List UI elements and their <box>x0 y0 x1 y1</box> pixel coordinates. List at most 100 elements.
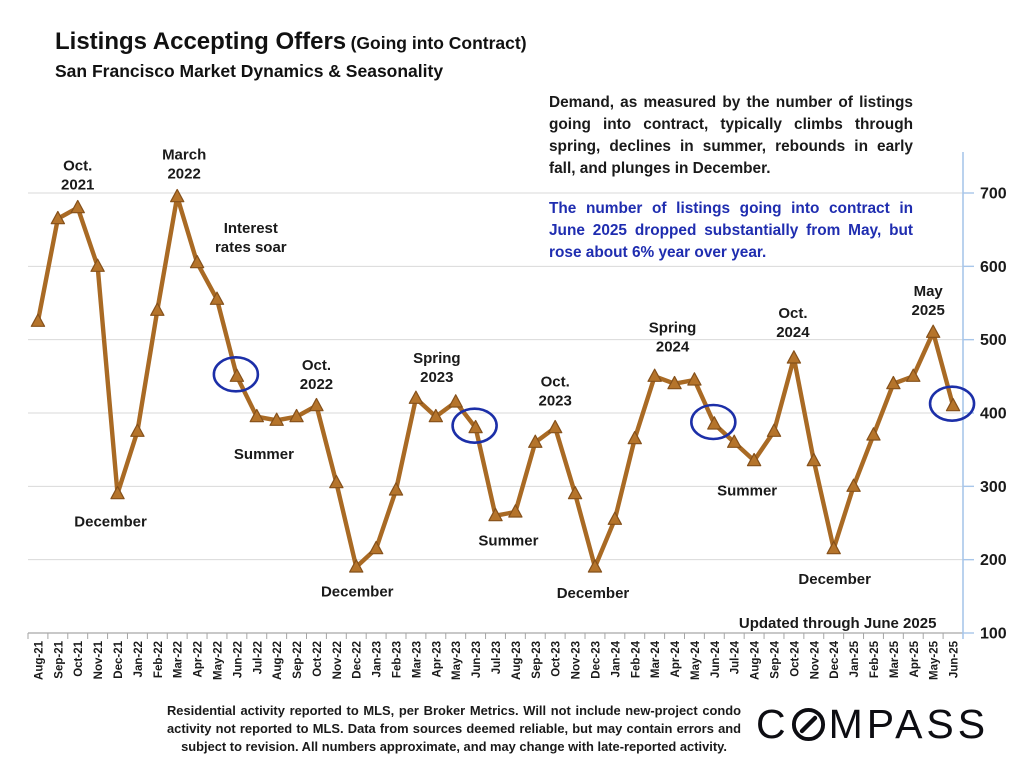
x-axis-label: Jan-24 <box>610 640 622 677</box>
x-axis-label: Dec-21 <box>113 640 125 678</box>
x-axis-label: Oct-21 <box>73 640 85 676</box>
x-axis-label: Dec-24 <box>829 640 841 678</box>
data-point-marker <box>607 511 623 525</box>
x-axis-label: Apr-25 <box>909 640 921 677</box>
data-point-marker <box>826 540 841 555</box>
chart-annotation: Summer <box>234 446 294 463</box>
highlight-circle <box>690 403 737 441</box>
data-point-marker <box>368 540 384 555</box>
data-point-marker <box>508 504 523 518</box>
chart-annotation: Updated through June 2025 <box>739 615 937 632</box>
data-point-marker <box>547 419 563 434</box>
chart-annotation: Interest rates soar <box>215 220 287 256</box>
data-point-marker <box>727 434 742 448</box>
data-point-marker <box>428 408 444 423</box>
commentary-paragraph: Demand, as measured by the number of lis… <box>549 94 913 178</box>
compass-logo-letters: MPASS <box>828 700 990 747</box>
data-point-marker <box>309 397 324 412</box>
data-point-marker <box>269 412 284 426</box>
x-axis-label: Jul-22 <box>252 641 264 674</box>
data-point-marker <box>866 427 881 441</box>
x-axis-label: Jan-23 <box>372 641 384 677</box>
data-point-marker <box>687 372 702 386</box>
highlight-circle <box>212 356 260 393</box>
y-axis-label: 100 <box>980 626 1007 643</box>
title-block: Listings Accepting Offers (Going into Co… <box>55 28 527 82</box>
data-point-marker <box>587 559 603 573</box>
x-axis-label: Feb-25 <box>869 640 881 678</box>
x-axis-label: Sep-24 <box>770 640 782 678</box>
data-point-marker <box>189 254 205 269</box>
data-point-marker <box>627 430 642 445</box>
highlight-paragraph: The number of listings going into contra… <box>549 200 913 262</box>
x-axis-label: Dec-22 <box>352 641 364 679</box>
data-point-marker <box>329 474 344 489</box>
data-point-marker <box>528 434 543 448</box>
data-point-marker <box>806 452 821 467</box>
data-point-marker <box>906 368 921 382</box>
x-axis-label: Jun-25 <box>949 640 961 678</box>
x-axis-label: Apr-24 <box>670 640 682 677</box>
chart-annotation: Oct. 2022 <box>300 357 333 393</box>
x-axis-label: Jun-22 <box>232 641 244 678</box>
page-title-paren: (Going into Contract) <box>350 33 527 53</box>
x-axis-label: Sep-22 <box>292 641 304 679</box>
data-point-marker <box>289 408 304 423</box>
chart-annotation: Summer <box>478 532 538 549</box>
data-point-marker <box>130 423 145 437</box>
data-point-marker <box>209 291 225 305</box>
data-point-marker <box>945 397 961 412</box>
chart-annotation: Spring 2023 <box>413 350 461 386</box>
data-point-marker <box>50 210 66 225</box>
data-point-marker <box>349 559 364 573</box>
x-axis-label: Aug-21 <box>33 640 45 680</box>
x-axis-label: Mar-24 <box>650 640 662 678</box>
x-axis-label: Nov-21 <box>93 640 105 679</box>
x-axis-label: Jan-25 <box>849 640 861 677</box>
y-axis-label: 300 <box>980 479 1007 496</box>
data-point-marker <box>925 324 941 338</box>
x-axis-label: Oct-23 <box>551 641 563 677</box>
x-axis-label: Nov-23 <box>571 641 583 679</box>
chart-annotation: May 2025 <box>911 283 944 319</box>
compass-logo: C MPASS <box>756 701 989 747</box>
y-axis-label: 400 <box>980 406 1007 423</box>
chart-annotation: Oct. 2021 <box>61 158 94 194</box>
data-point-marker <box>786 350 802 364</box>
chart-annotation: December <box>557 585 630 602</box>
data-point-marker <box>667 375 682 390</box>
x-axis-label: Mar-22 <box>173 641 185 678</box>
x-axis-label: Mar-25 <box>889 640 901 678</box>
disclaimer-text: Residential activity reported to MLS, pe… <box>167 703 741 754</box>
x-axis-label: Jul-23 <box>491 641 503 674</box>
data-point-marker <box>766 423 782 437</box>
data-point-marker <box>150 302 165 316</box>
x-axis-label: Mar-23 <box>411 641 423 678</box>
x-axis-label: May-25 <box>929 640 941 680</box>
y-axis-label: 500 <box>980 332 1007 349</box>
x-axis-label: Nov-24 <box>809 640 821 679</box>
x-axis-label: Feb-23 <box>392 641 404 678</box>
chart-annotation: December <box>321 584 394 601</box>
data-point-marker <box>229 368 245 382</box>
x-axis-label: May-24 <box>690 640 702 680</box>
data-point-marker <box>468 419 483 434</box>
data-point-marker <box>408 390 424 404</box>
data-point-marker <box>249 408 264 423</box>
x-axis-label: Feb-24 <box>630 640 642 678</box>
data-point-marker <box>746 452 762 467</box>
data-point-marker <box>488 507 503 522</box>
data-point-marker <box>886 375 901 390</box>
x-axis-label: Aug-24 <box>750 640 762 680</box>
x-axis-label: Oct-22 <box>312 641 324 677</box>
data-point-marker <box>707 416 722 430</box>
x-axis-label: Aug-23 <box>511 641 523 680</box>
data-point-marker <box>567 485 583 500</box>
page-subtitle: San Francisco Market Dynamics & Seasonal… <box>55 61 444 81</box>
page-title: Listings Accepting Offers (Going into Co… <box>55 28 527 56</box>
y-axis-label: 600 <box>980 259 1007 276</box>
x-axis-label: Feb-22 <box>153 641 165 678</box>
x-axis-label: Jun-24 <box>710 640 722 678</box>
data-point-marker <box>448 394 463 408</box>
